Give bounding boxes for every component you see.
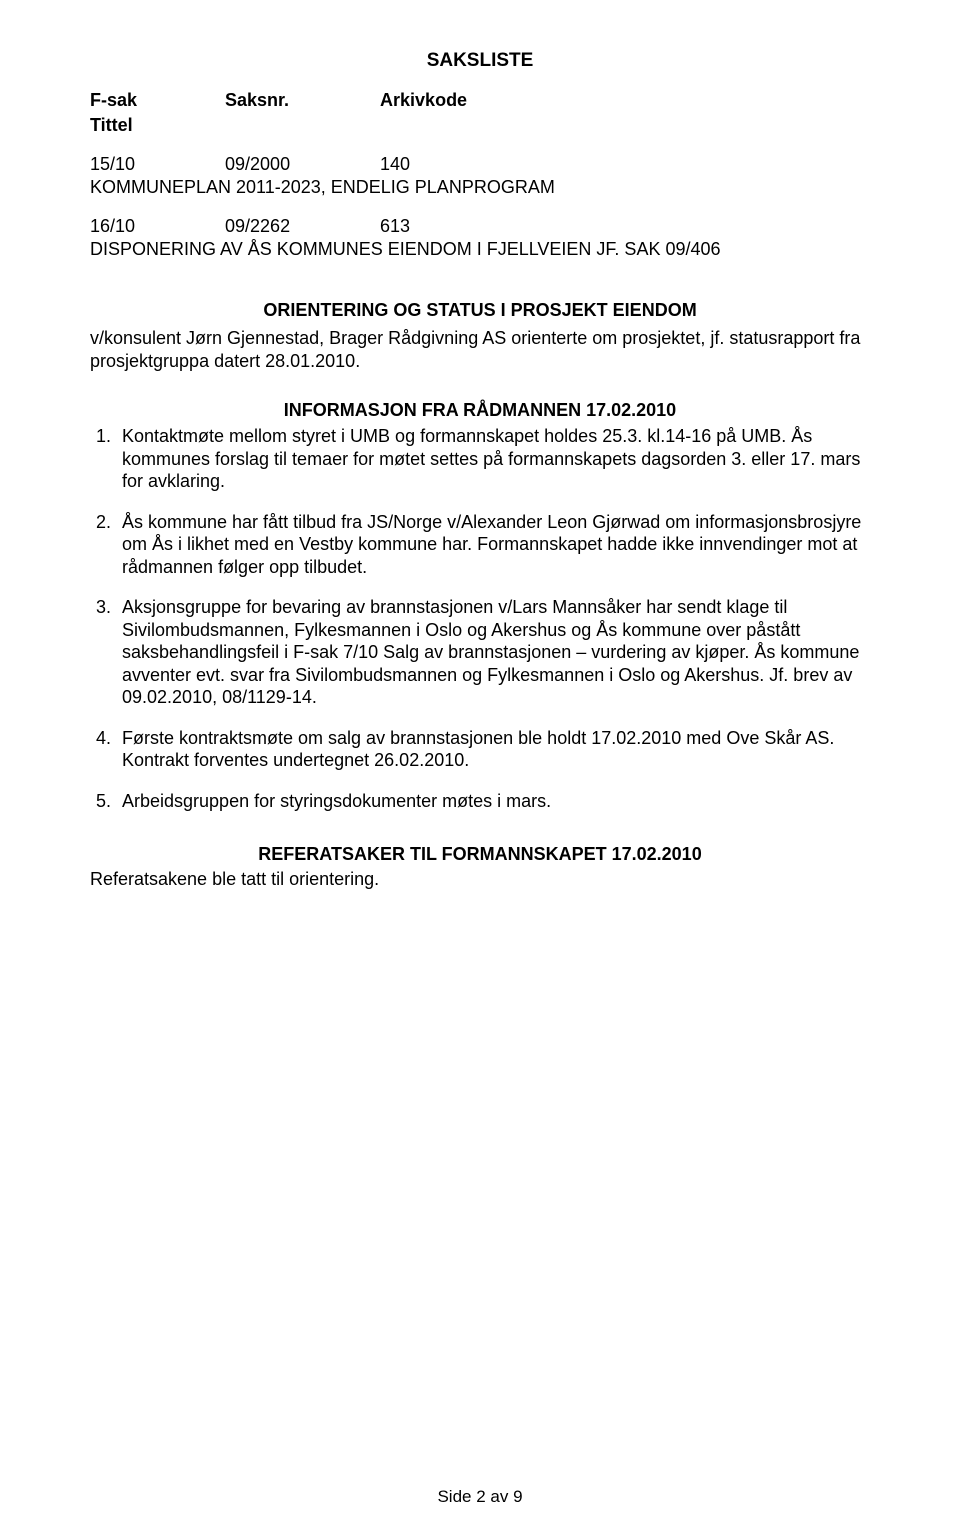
info-item: Aksjonsgruppe for bevaring av brannstasj… xyxy=(116,596,870,709)
case-row: 15/10 09/2000 140 xyxy=(90,154,870,175)
info-item: Kontaktmøte mellom styret i UMB og forma… xyxy=(116,425,870,493)
referat-text: Referatsakene ble tatt til orientering. xyxy=(90,869,870,890)
info-item: Første kontraktsmøte om salg av brannsta… xyxy=(116,727,870,772)
case-table-header: F-sak Saksnr. Arkivkode xyxy=(90,90,870,111)
case-entry: 15/10 09/2000 140 KOMMUNEPLAN 2011-2023,… xyxy=(90,154,870,198)
case-title: KOMMUNEPLAN 2011-2023, ENDELIG PLANPROGR… xyxy=(90,177,870,198)
header-tittel: Tittel xyxy=(90,115,870,136)
case-fsak: 16/10 xyxy=(90,216,220,237)
case-row: 16/10 09/2262 613 xyxy=(90,216,870,237)
case-saksnr: 09/2000 xyxy=(225,154,375,175)
header-fsak: F-sak xyxy=(90,90,220,111)
case-saksnr: 09/2262 xyxy=(225,216,375,237)
page-title: SAKSLISTE xyxy=(90,50,870,72)
case-title: DISPONERING AV ÅS KOMMUNES EIENDOM I FJE… xyxy=(90,239,870,260)
info-item: Arbeidsgruppen for styringsdokumenter mø… xyxy=(116,790,870,813)
header-arkivkode: Arkivkode xyxy=(380,90,467,111)
orientering-heading: ORIENTERING OG STATUS I PROSJEKT EIENDOM xyxy=(90,300,870,321)
info-item: Ås kommune har fått tilbud fra JS/Norge … xyxy=(116,511,870,579)
case-arkiv: 613 xyxy=(380,216,410,237)
case-entry: 16/10 09/2262 613 DISPONERING AV ÅS KOMM… xyxy=(90,216,870,260)
case-arkiv: 140 xyxy=(380,154,410,175)
case-fsak: 15/10 xyxy=(90,154,220,175)
orientering-text: v/konsulent Jørn Gjennestad, Brager Rådg… xyxy=(90,327,870,372)
info-list: Kontaktmøte mellom styret i UMB og forma… xyxy=(90,425,870,812)
document-page: SAKSLISTE F-sak Saksnr. Arkivkode Tittel… xyxy=(0,0,960,1537)
header-saksnr: Saksnr. xyxy=(225,90,375,111)
page-footer: Side 2 av 9 xyxy=(0,1487,960,1507)
referat-heading: REFERATSAKER TIL FORMANNSKAPET 17.02.201… xyxy=(90,844,870,865)
info-heading: INFORMASJON FRA RÅDMANNEN 17.02.2010 xyxy=(90,400,870,421)
